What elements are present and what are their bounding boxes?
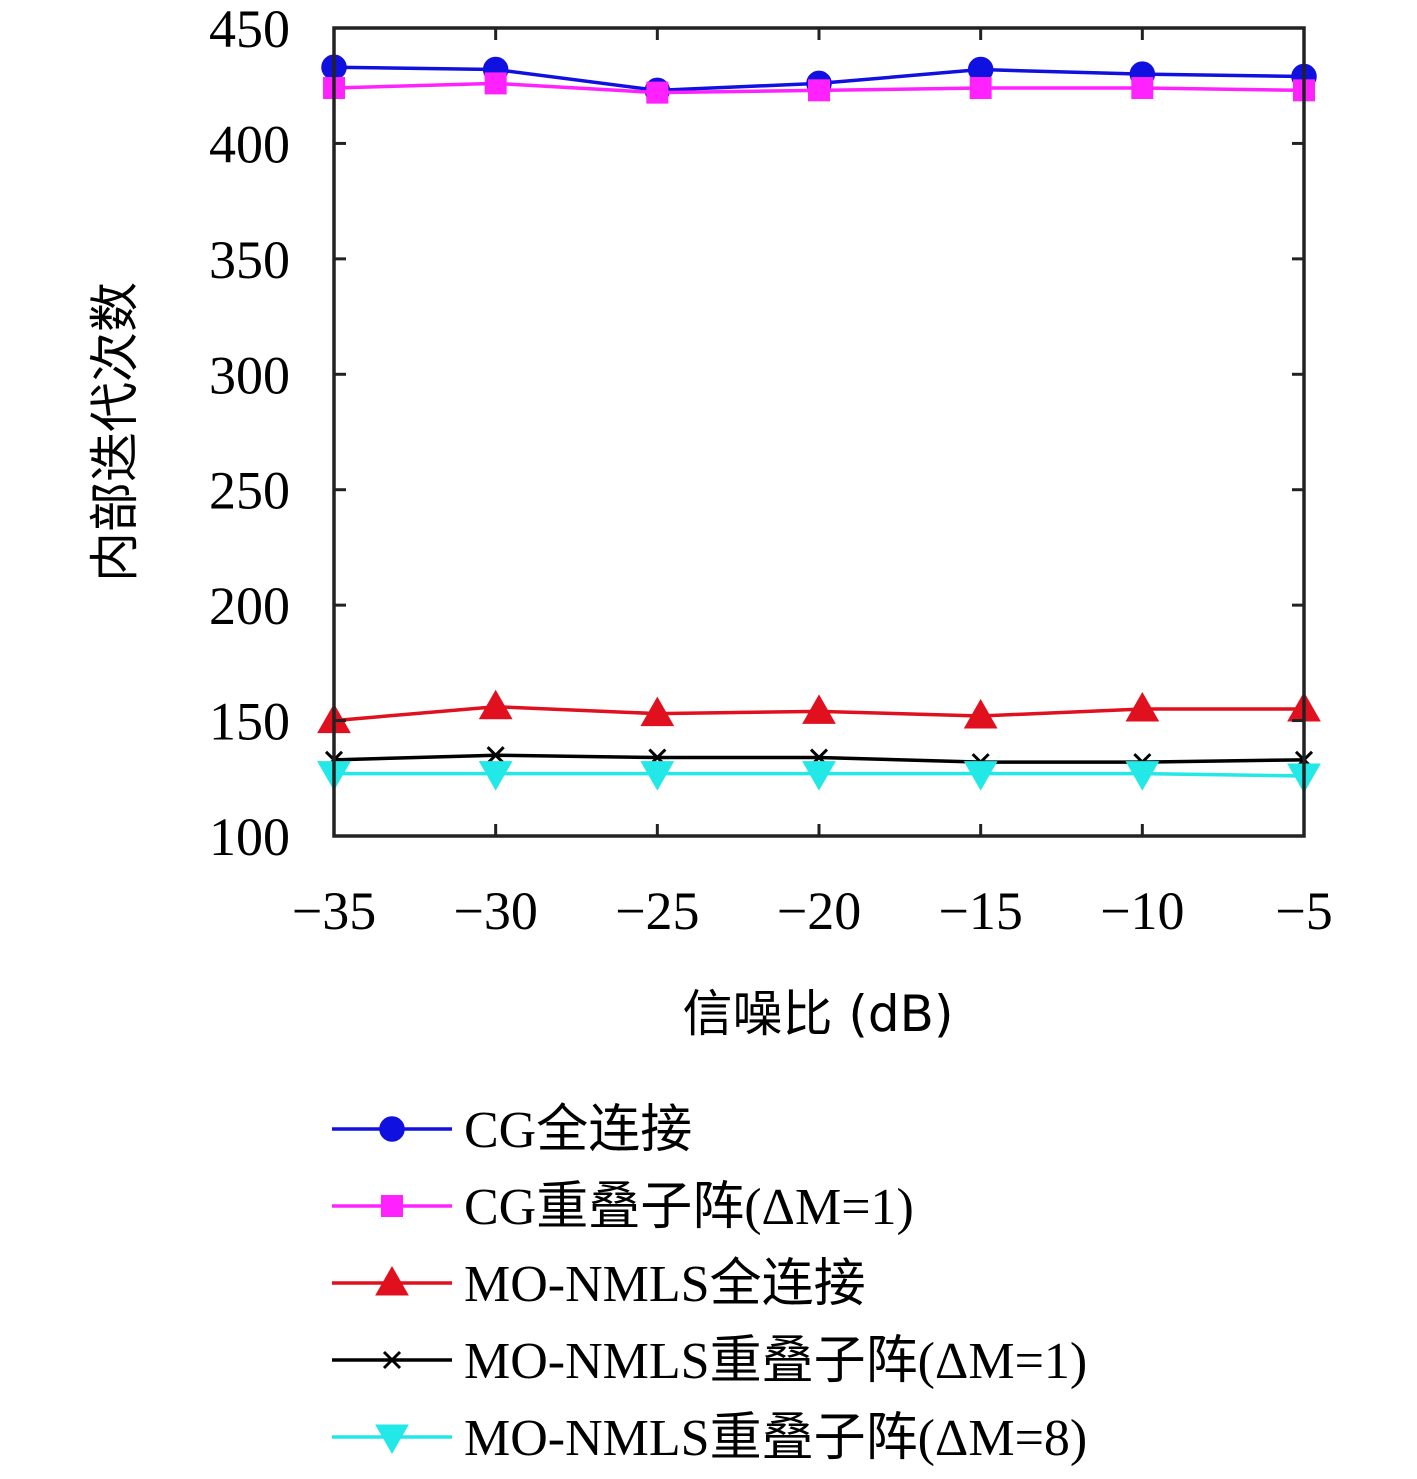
data-point [963, 761, 998, 791]
data-point [646, 81, 669, 104]
data-point [1125, 761, 1160, 791]
series-2 [317, 689, 1321, 734]
x-axis-title: 信噪比 (dB) [683, 985, 954, 1043]
legend-marker [375, 1265, 409, 1296]
legend: CG全连接 CG重叠子阵(ΔM=1) MO-NMLS全连接 MO-NMLS重叠子阵(Δ… [332, 1102, 1087, 1467]
x-tick-label: −15 [938, 881, 1022, 941]
x-tick-label: −20 [777, 881, 861, 941]
data-point [640, 696, 675, 727]
data-point [484, 72, 507, 95]
y-tick-label: 200 [209, 576, 290, 636]
y-tick-label: 150 [209, 692, 290, 752]
x-tick-label: −5 [1275, 881, 1332, 941]
legend-label: CG重叠子阵(ΔM=1) [464, 1179, 914, 1236]
x-tick-label: −30 [453, 881, 537, 941]
data-point [808, 79, 830, 102]
y-tick-label: 100 [209, 807, 290, 867]
data-point [1125, 692, 1160, 722]
data-point [640, 761, 675, 791]
legend-label: CG全连接 [464, 1102, 692, 1159]
legend-marker [381, 1195, 403, 1217]
legend-item: MO-NMLS重叠子阵(ΔM=8) [332, 1410, 1087, 1467]
data-point [969, 77, 992, 100]
data-point [486, 746, 505, 765]
legend-marker [382, 1350, 402, 1370]
legend-label: MO-NMLS全连接 [464, 1256, 866, 1313]
data-point [802, 694, 836, 724]
legend-marker [375, 1424, 409, 1455]
y-tick-label: 350 [209, 230, 290, 290]
y-tick-label: 300 [209, 345, 290, 405]
y-tick-label: 400 [209, 114, 290, 174]
data-point [1131, 77, 1154, 100]
x-tick-label: −10 [1100, 881, 1184, 941]
legend-label: MO-NMLS重叠子阵(ΔM=1) [464, 1333, 1087, 1390]
data-point [478, 689, 513, 720]
data-point [478, 761, 513, 791]
legend-item: MO-NMLS重叠子阵(ΔM=1) [332, 1333, 1087, 1390]
legend-marker [379, 1116, 405, 1142]
legend-item: MO-NMLS全连接 [332, 1256, 866, 1313]
y-axis-title: 内部迭代次数 [86, 282, 144, 582]
y-tick-label: 250 [209, 461, 290, 521]
legend-item: CG重叠子阵(ΔM=1) [332, 1179, 914, 1236]
legend-item: CG全连接 [332, 1102, 692, 1159]
data-point [963, 698, 998, 729]
legend-label: MO-NMLS重叠子阵(ΔM=8) [464, 1410, 1087, 1467]
data-point [802, 761, 836, 791]
x-tick-label: −25 [615, 881, 699, 941]
y-tick-label: 450 [209, 0, 290, 59]
series-4 [317, 761, 1321, 793]
x-tick-label: −35 [292, 881, 376, 941]
